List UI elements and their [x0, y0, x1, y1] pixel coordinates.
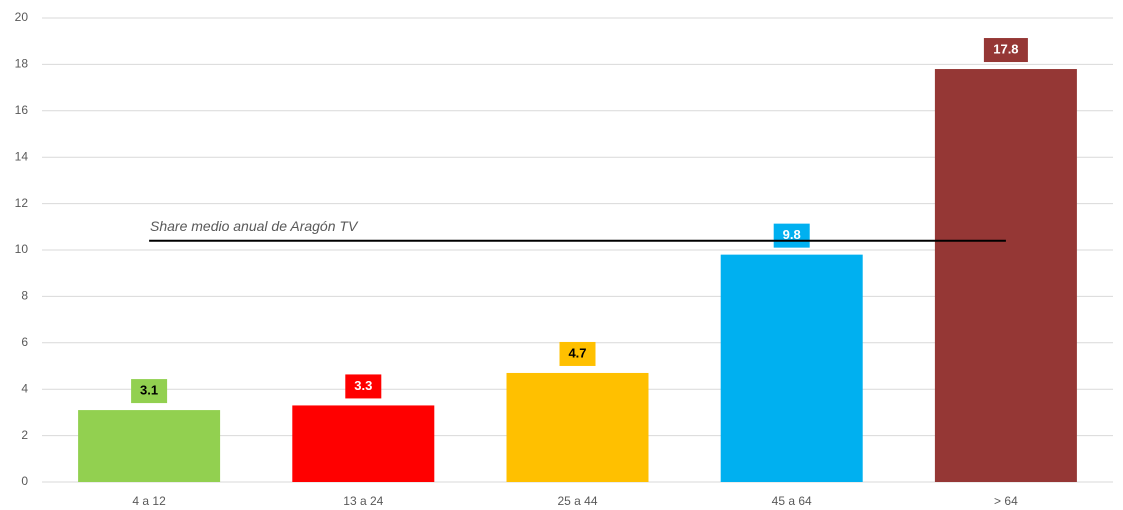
bar — [78, 410, 221, 482]
y-tick-label: 16 — [15, 103, 29, 117]
x-tick-label: > 64 — [994, 494, 1018, 508]
y-tick-label: 12 — [15, 196, 29, 210]
data-label: 17.8 — [993, 41, 1018, 56]
y-tick-label: 14 — [15, 149, 29, 163]
data-label-box — [983, 38, 1028, 63]
x-tick-label: 13 a 24 — [343, 494, 383, 508]
data-label-box — [345, 374, 382, 399]
x-tick-label: 4 a 12 — [132, 494, 166, 508]
y-tick-label: 8 — [21, 289, 28, 303]
reference-label: Share medio anual de Aragón TV — [150, 218, 359, 234]
bar — [934, 69, 1077, 482]
x-tick-label: 45 a 64 — [772, 494, 812, 508]
data-label-box — [773, 223, 810, 248]
y-tick-label: 18 — [15, 57, 29, 71]
x-tick-label: 25 a 44 — [557, 494, 597, 508]
bar — [506, 372, 649, 482]
y-tick-label: 4 — [21, 381, 28, 395]
data-label: 3.3 — [354, 378, 372, 393]
data-label-box — [131, 379, 168, 404]
y-tick-label: 0 — [21, 474, 28, 488]
y-tick-label: 10 — [15, 242, 29, 256]
y-tick-label: 6 — [21, 335, 28, 349]
data-label-box — [559, 341, 596, 366]
data-label: 9.8 — [783, 227, 801, 242]
bar — [292, 405, 435, 482]
data-label: 4.7 — [568, 345, 586, 360]
bar — [720, 254, 863, 482]
data-label: 3.1 — [140, 383, 158, 398]
y-tick-label: 2 — [21, 428, 28, 442]
y-tick-label: 20 — [15, 10, 29, 24]
